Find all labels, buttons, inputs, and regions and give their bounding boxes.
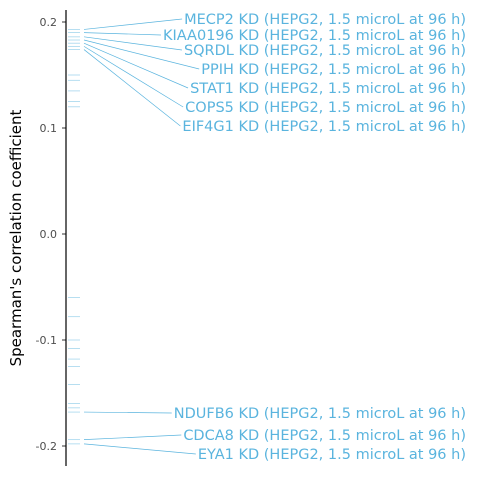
label-leader-line [83,434,182,440]
y-tick-label: -0.2 [36,440,57,453]
label-leader-line [83,32,161,36]
point-labels: MECP2 KD (HEPG2, 1.5 microL at 96 h)KIAA… [83,12,466,463]
point-label: NDUFB6 KD (HEPG2, 1.5 microL at 96 h) [174,406,466,422]
point-label: SQRDL KD (HEPG2, 1.5 microL at 96 h) [184,43,466,59]
point-label: EYA1 KD (HEPG2, 1.5 microL at 96 h) [198,447,466,463]
point-label: KIAA0196 KD (HEPG2, 1.5 microL at 96 h) [163,28,466,44]
point-label: PPIH KD (HEPG2, 1.5 microL at 96 h) [201,62,466,78]
label-leader-line [83,46,184,108]
point-label: COPS5 KD (HEPG2, 1.5 microL at 96 h) [185,100,466,116]
y-tick-label: -0.1 [36,334,57,347]
y-axis-ticks: 0.2 0.1 0.0 -0.1 -0.2 [36,16,66,453]
point-label: EIF4G1 KD (HEPG2, 1.5 microL at 96 h) [182,119,466,135]
marks-layer [68,29,80,445]
point-label: MECP2 KD (HEPG2, 1.5 microL at 96 h) [184,12,466,28]
label-leader-line [83,18,183,30]
label-leader-line [83,36,182,51]
label-leader-line [83,42,189,89]
label-leader-line [83,39,200,70]
label-leader-line [83,49,181,127]
label-leader-line [83,411,172,414]
y-tick-label: 0.0 [40,228,58,241]
point-label: CDCA8 KD (HEPG2, 1.5 microL at 96 h) [183,428,466,444]
y-tick-label: 0.1 [40,122,58,135]
y-axis-title: Spearman's correlation coefficient [7,109,25,366]
label-leader-line [83,443,196,455]
point-label: STAT1 KD (HEPG2, 1.5 microL at 96 h) [190,81,466,97]
y-tick-label: 0.2 [40,16,58,29]
